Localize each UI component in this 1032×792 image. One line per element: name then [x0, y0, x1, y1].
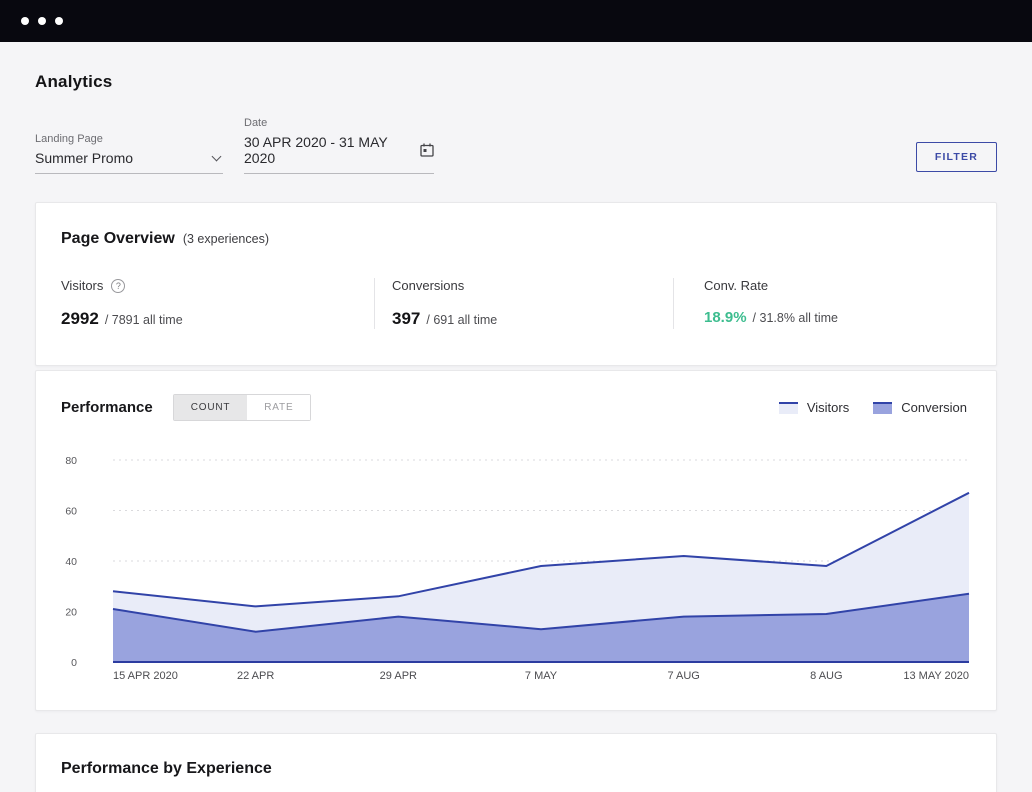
- conv-rate-stat: Conv. Rate 18.9% / 31.8% all time: [673, 278, 996, 329]
- performance-by-experience-title: Performance by Experience: [61, 760, 272, 777]
- chevron-down-icon: [211, 151, 222, 161]
- svg-text:29 APR: 29 APR: [380, 670, 417, 682]
- performance-title: Performance: [61, 399, 153, 416]
- landing-page-value: Summer Promo: [35, 150, 134, 166]
- svg-text:40: 40: [65, 556, 77, 568]
- page-title: Analytics: [35, 72, 113, 91]
- filter-button[interactable]: FILTER: [915, 142, 997, 172]
- conversion-swatch-icon: [873, 401, 893, 414]
- date-label: Date: [244, 117, 268, 129]
- conversions-value: 397: [392, 309, 421, 328]
- filter-bar: Landing Page Summer Promo Date 30 APR 20…: [35, 117, 997, 174]
- window-menu-dot: [38, 17, 46, 25]
- svg-text:13 MAY 2020: 13 MAY 2020: [903, 670, 969, 682]
- window-menu-dot: [55, 17, 63, 25]
- help-icon[interactable]: ?: [111, 278, 126, 293]
- landing-page-select[interactable]: Landing Page Summer Promo: [35, 133, 223, 174]
- count-rate-toggle: COUNT RATE: [172, 394, 312, 421]
- legend-item-conversion[interactable]: Conversion: [873, 400, 967, 415]
- window-titlebar: [0, 0, 1032, 42]
- rate-toggle-button[interactable]: RATE: [247, 395, 311, 420]
- performance-area-chart: 0 20 40 60 80 15 APR 2020 22 APR 29 APR 7 MAY 7 A…: [65, 455, 970, 682]
- svg-text:0: 0: [71, 657, 77, 669]
- performance-by-experience-card: Performance by Experience: [35, 733, 997, 792]
- conv-rate-label: Conv. Rate: [704, 278, 769, 293]
- svg-text:20: 20: [65, 607, 77, 619]
- svg-text:7 MAY: 7 MAY: [525, 670, 558, 682]
- svg-text:60: 60: [65, 506, 77, 518]
- legend-label-conversion: Conversion: [901, 400, 967, 415]
- visitors-stat: Visitors ? 2992 / 7891 all time: [36, 278, 374, 329]
- performance-card: Performance COUNT RATE Visitors Conversi…: [35, 370, 997, 711]
- conv-rate-value: 18.9%: [704, 309, 747, 326]
- page-overview-title: Page Overview: [61, 230, 175, 247]
- svg-text:8 AUG: 8 AUG: [810, 670, 842, 682]
- date-range-input[interactable]: Date 30 APR 2020 - 31 MAY 2020: [244, 117, 434, 174]
- conversions-alltime: / 691 all time: [426, 313, 498, 327]
- conversions-stat: Conversions 397 / 691 all time: [374, 278, 673, 329]
- svg-text:7 AUG: 7 AUG: [667, 670, 699, 682]
- visitors-swatch-icon: [778, 401, 798, 414]
- legend-item-visitors[interactable]: Visitors: [778, 400, 850, 415]
- svg-text:80: 80: [65, 455, 77, 467]
- visitors-label: Visitors: [61, 278, 104, 293]
- svg-text:15 APR 2020: 15 APR 2020: [113, 670, 178, 682]
- date-value: 30 APR 2020 - 31 MAY 2020: [244, 134, 388, 166]
- chart-legend: Visitors Conversion: [755, 400, 967, 415]
- page-overview-card: Page Overview (3 experiences) Visitors ?…: [35, 202, 997, 366]
- svg-text:22 APR: 22 APR: [237, 670, 274, 682]
- legend-label-visitors: Visitors: [806, 400, 850, 415]
- visitors-value: 2992: [61, 309, 99, 328]
- experiences-count: (3 experiences): [182, 232, 269, 246]
- window-menu-dot: [21, 17, 29, 25]
- count-toggle-button[interactable]: COUNT: [173, 395, 248, 420]
- landing-page-label: Landing Page: [35, 133, 103, 145]
- conv-rate-alltime: / 31.8% all time: [752, 311, 839, 325]
- calendar-icon: [420, 143, 434, 157]
- visitors-alltime: / 7891 all time: [104, 313, 183, 327]
- conversions-label: Conversions: [392, 278, 465, 293]
